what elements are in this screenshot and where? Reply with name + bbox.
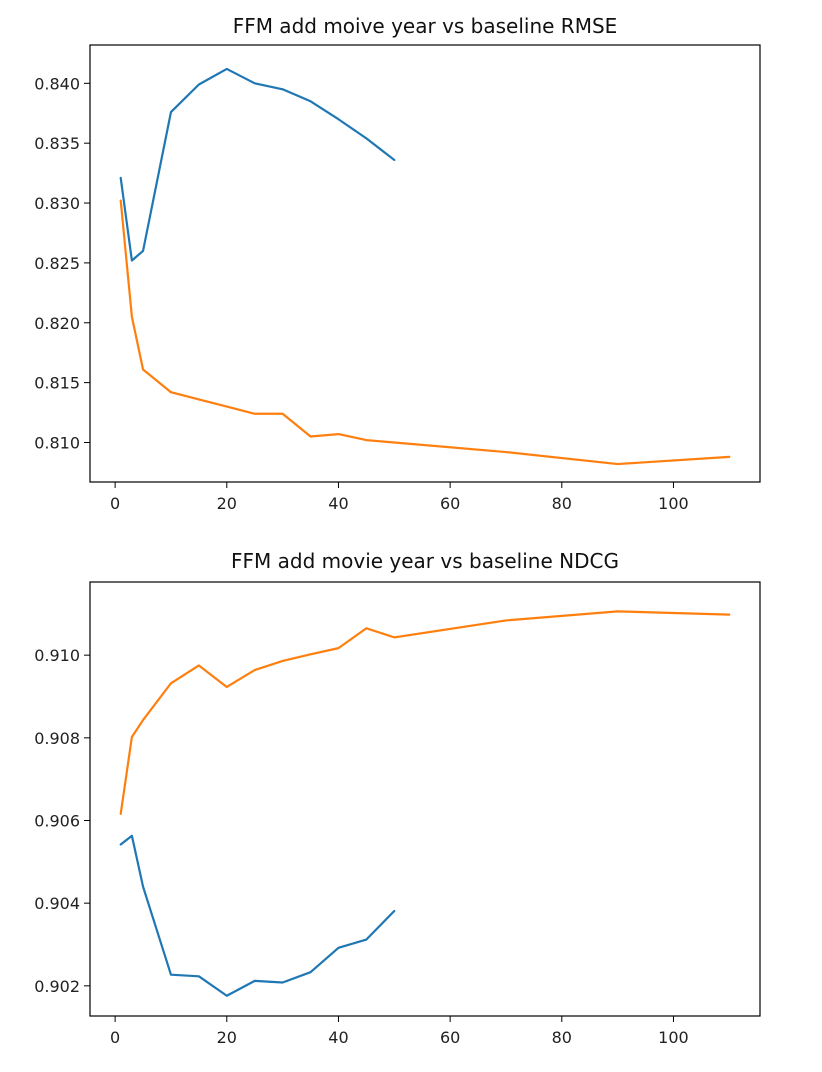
x-tick-label: 20 xyxy=(217,494,237,513)
axes-frame xyxy=(89,44,761,483)
x-tick-label: 60 xyxy=(440,494,460,513)
chart-title: FFM add moive year vs baseline RMSE xyxy=(233,14,618,38)
series-line-2 xyxy=(119,199,731,466)
y-tick-label: 0.830 xyxy=(34,194,80,213)
ndcg-chart: FFM add movie year vs baseline NDCG 0 20 40… xyxy=(34,549,761,1047)
y-tick-label: 0.835 xyxy=(34,134,80,153)
y-tick-label: 0.904 xyxy=(34,894,80,913)
x-tick-label: 40 xyxy=(328,494,348,513)
axes-frame xyxy=(89,581,761,1017)
y-tick-label: 0.902 xyxy=(34,977,80,996)
y-tick-label: 0.810 xyxy=(34,433,80,452)
series-line-1 xyxy=(119,834,396,997)
x-tick-label: 0 xyxy=(110,1028,120,1047)
rmse-chart: FFM add moive year vs baseline RMSE 0 20 40… xyxy=(34,14,761,513)
x-tick-label: 100 xyxy=(658,494,689,513)
x-tick-label: 80 xyxy=(552,494,572,513)
y-tick-label: 0.820 xyxy=(34,314,80,333)
x-tick-label: 40 xyxy=(328,1028,348,1047)
y-tick-label: 0.840 xyxy=(34,74,80,93)
y-tick-label: 0.910 xyxy=(34,646,80,665)
x-tick-label: 60 xyxy=(440,1028,460,1047)
series-line-1 xyxy=(119,67,396,262)
y-tick-label: 0.815 xyxy=(34,374,80,393)
y-tick-label: 0.906 xyxy=(34,811,80,830)
x-tick-label: 100 xyxy=(658,1028,689,1047)
y-tick-label: 0.825 xyxy=(34,254,80,273)
x-tick-label: 20 xyxy=(217,1028,237,1047)
chart-title: FFM add movie year vs baseline NDCG xyxy=(231,549,619,573)
x-tick-label: 0 xyxy=(110,494,120,513)
x-tick-label: 80 xyxy=(552,1028,572,1047)
y-tick-label: 0.908 xyxy=(34,729,80,748)
series-line-2 xyxy=(119,610,731,815)
